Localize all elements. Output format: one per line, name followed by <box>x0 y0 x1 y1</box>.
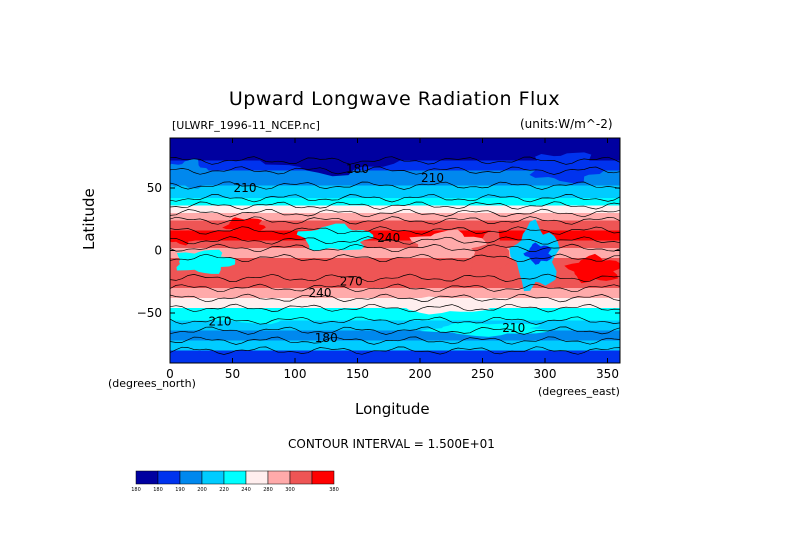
units-label: (units:W/m^-2) <box>520 117 613 131</box>
contour-line <box>170 236 620 245</box>
contour-line <box>170 346 620 355</box>
colorbar-label: 380 <box>329 487 339 493</box>
x-tick-label: 50 <box>225 367 240 381</box>
contour-line <box>170 253 620 263</box>
colorbar-swatch <box>289 470 313 485</box>
colorbar-label: 240 <box>241 487 251 493</box>
x-tick-label: 0 <box>166 367 174 381</box>
contour-line <box>170 226 620 235</box>
x-tick-label: 250 <box>471 367 494 381</box>
x-axis-label: Longitude <box>355 400 430 418</box>
contour-label: 240 <box>377 231 400 245</box>
lat-band <box>170 170 620 186</box>
colorbar-swatch <box>179 470 203 485</box>
y-tick-label: 50 <box>147 181 162 195</box>
lat-band <box>170 240 620 249</box>
contour-line <box>170 194 620 203</box>
chart-title: Upward Longwave Radiation Flux <box>228 88 561 110</box>
y-tick-label: −50 <box>137 306 162 320</box>
colorbar-swatch <box>311 470 335 485</box>
y-unit-label: (degrees_north) <box>108 377 196 390</box>
contour-line <box>170 201 620 210</box>
lat-band <box>170 288 620 299</box>
heat-patch <box>170 230 197 246</box>
colorbar-label: 220 <box>219 487 229 493</box>
colorbar-label: 180 <box>153 487 163 493</box>
colorbar-label: 280 <box>263 487 273 493</box>
x-unit-label: (degrees_east) <box>538 385 620 398</box>
contour-line <box>170 156 620 165</box>
contour-line <box>170 283 620 293</box>
colorbar-swatch <box>201 470 225 485</box>
lat-band <box>170 350 620 363</box>
x-tick-label: 150 <box>346 367 369 381</box>
colorbar-label: 200 <box>197 487 207 493</box>
lat-band <box>170 205 620 214</box>
colorbar-label: 180 <box>131 487 141 493</box>
contour-label: 180 <box>315 331 338 345</box>
lat-band <box>170 320 620 331</box>
lat-band <box>170 185 620 199</box>
y-axis-label: Latitude <box>80 188 98 250</box>
lat-band <box>170 340 620 351</box>
lat-band <box>170 298 620 309</box>
heat-patch <box>259 138 402 177</box>
x-tick-label: 100 <box>284 367 307 381</box>
colorbar-swatch <box>135 470 159 485</box>
colorbar-swatch <box>223 470 247 485</box>
heat-patch <box>170 158 210 189</box>
lat-band <box>170 248 620 259</box>
lat-band <box>170 330 620 341</box>
contour-line <box>170 293 620 303</box>
lat-band <box>170 278 620 289</box>
contour-label: 180 <box>346 162 369 176</box>
contour-label: 270 <box>340 275 363 289</box>
heat-patch <box>176 249 236 274</box>
colorbar-swatch <box>245 470 269 485</box>
file-label: [ULWRF_1996-11_NCEP.nc] <box>172 119 320 132</box>
contour-line <box>170 273 620 283</box>
contour-label: 210 <box>209 315 232 329</box>
contour-line <box>170 326 620 335</box>
contour-line <box>170 243 620 253</box>
y-tick-label: 0 <box>154 244 162 258</box>
contour-line <box>170 216 620 225</box>
contour-line <box>170 181 620 190</box>
contour-line <box>170 336 620 345</box>
lat-band <box>170 198 620 206</box>
colorbar-label: 300 <box>285 487 295 493</box>
colorbar-label: 190 <box>175 487 185 493</box>
contour-line <box>170 166 620 175</box>
x-tick-label: 300 <box>534 367 557 381</box>
contour-interval-label: CONTOUR INTERVAL = 1.500E+01 <box>288 437 495 451</box>
heat-patch <box>296 223 374 251</box>
contour-line <box>170 316 620 325</box>
lat-band <box>170 230 620 241</box>
colorbar-swatch <box>267 470 291 485</box>
contour-line <box>170 303 620 313</box>
x-tick-label: 350 <box>596 367 619 381</box>
colorbar-swatch <box>157 470 181 485</box>
contour-label: 210 <box>421 171 444 185</box>
heat-patch <box>201 310 314 325</box>
contour-line <box>170 208 620 218</box>
lat-band <box>170 160 620 171</box>
contour-label: 210 <box>234 181 257 195</box>
contour-label: 210 <box>502 321 525 335</box>
contour-label: 240 <box>309 286 332 300</box>
x-tick-label: 200 <box>409 367 432 381</box>
lat-band <box>170 220 620 231</box>
